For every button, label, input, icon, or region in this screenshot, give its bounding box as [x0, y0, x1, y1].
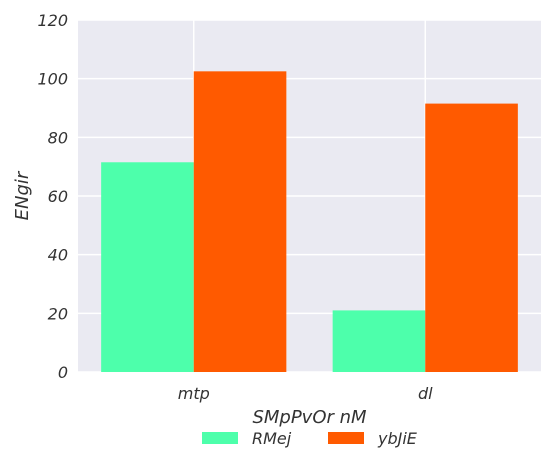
y-axis-label: ENgir — [12, 170, 33, 220]
x-axis-label: SMpPvOr nM — [252, 407, 367, 428]
y-tick-label: 80 — [48, 128, 68, 147]
legend: RMej ybJiE — [202, 429, 418, 448]
x-tick-label: mtp — [178, 384, 210, 403]
legend-swatch-RMej — [202, 432, 238, 444]
y-tick-label: 100 — [37, 70, 68, 89]
legend-swatch-ybJiE — [328, 432, 364, 444]
bar-ybJiE-mtp — [193, 71, 287, 372]
y-axis-ticks: 0 20 40 60 80 100 120 — [37, 11, 68, 382]
bars — [101, 71, 518, 372]
x-tick-label: dl — [418, 384, 433, 403]
y-tick-label: 40 — [48, 246, 68, 265]
y-tick-label: 0 — [58, 363, 68, 382]
bar-RMej-mtp — [101, 162, 194, 372]
y-tick-label: 20 — [48, 304, 68, 323]
bar-RMej-dl — [332, 310, 426, 372]
bar-ybJiE-dl — [425, 103, 518, 372]
y-tick-label: 120 — [37, 11, 68, 30]
x-axis-ticks: mtp dl — [178, 384, 433, 403]
y-tick-label: 60 — [48, 187, 68, 206]
legend-label-ybJiE: ybJiE — [377, 429, 418, 448]
legend-label-RMej: RMej — [252, 429, 292, 448]
